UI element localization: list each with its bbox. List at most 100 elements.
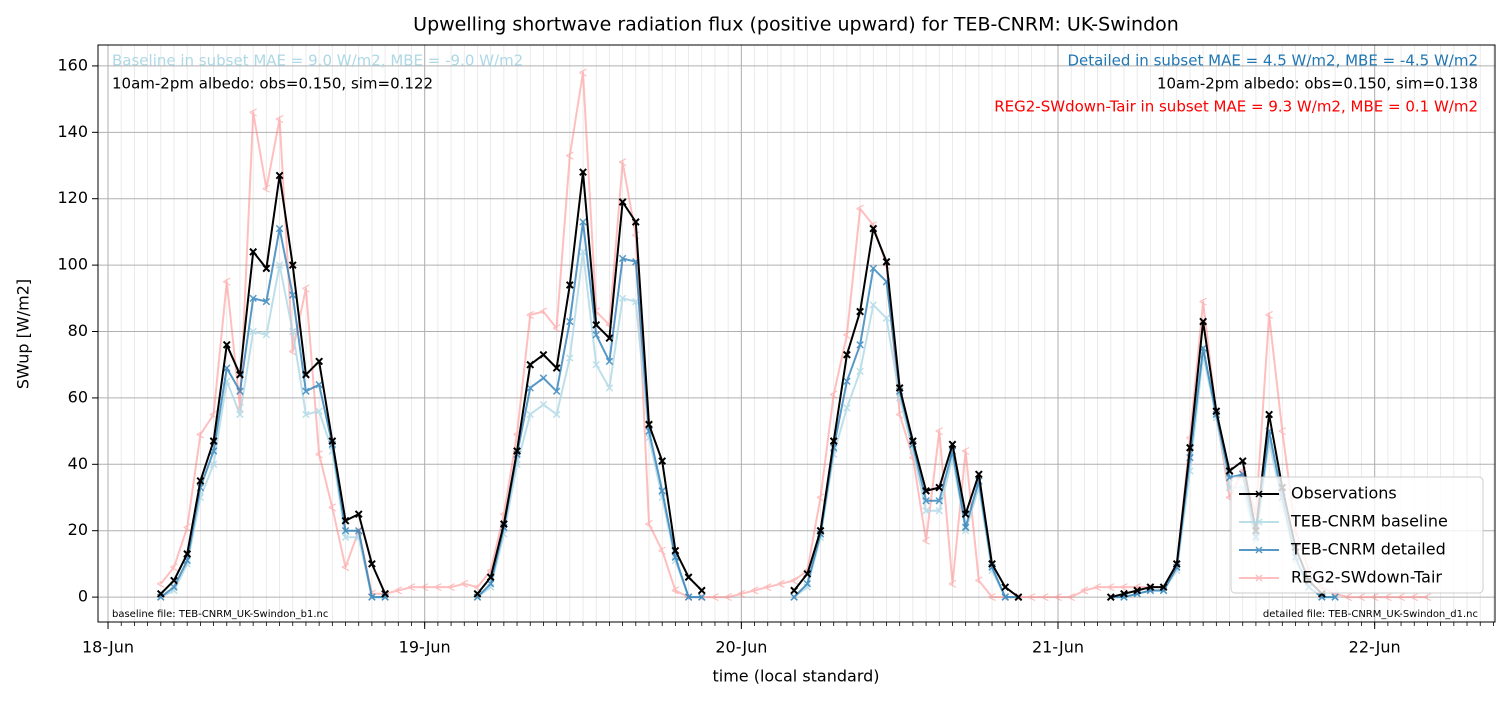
point-marker: [262, 264, 271, 273]
point-marker: [724, 593, 732, 602]
x-axis-label: time (local standard): [712, 667, 879, 686]
point-marker: [1106, 593, 1115, 602]
point-marker: [988, 559, 996, 568]
point-marker: [434, 583, 442, 592]
point-marker: [961, 523, 970, 532]
point-marker: [869, 264, 878, 273]
point-marker: [1120, 589, 1128, 598]
point-marker: [922, 536, 930, 545]
point-marker: [156, 589, 165, 598]
series: [157, 218, 1339, 601]
point-marker: [803, 580, 812, 588]
point-marker: [908, 437, 917, 445]
point-marker: [262, 331, 271, 339]
point-marker: [302, 387, 310, 395]
point-marker: [249, 108, 257, 117]
point-marker: [1238, 457, 1247, 465]
point-marker: [631, 218, 640, 226]
legend-marker: [1255, 490, 1263, 498]
point-marker: [790, 593, 798, 601]
point-marker: [354, 510, 363, 519]
point-marker: [1014, 593, 1023, 602]
point-marker: [618, 198, 627, 206]
y-tick-label: 80: [68, 321, 88, 340]
point-marker: [605, 334, 614, 343]
point-marker: [315, 407, 323, 415]
point-marker: [275, 261, 284, 269]
annotation: detailed file: TEB-CNRM_UK-Swindon_d1.nc: [1263, 609, 1478, 620]
point-marker: [526, 410, 534, 419]
point-marker: [1080, 586, 1089, 595]
legend: Observations TEB-CNRM baseline TEB-CNRM de…: [1230, 476, 1484, 594]
point-marker: [579, 248, 587, 256]
annotation: baseline file: TEB-CNRM_UK-Swindon_b1.nc: [112, 609, 328, 620]
point-marker: [1054, 593, 1062, 602]
point-marker: [618, 254, 627, 263]
point-marker: [249, 247, 258, 256]
annotation: 10am-2pm albedo: obs=0.150, sim=0.138: [1157, 75, 1478, 93]
point-marker: [566, 354, 574, 362]
legend-label: TEB-CNRM baseline: [1290, 512, 1448, 531]
point-marker: [170, 576, 178, 585]
point-marker: [1384, 593, 1392, 602]
y-tick-label: 100: [57, 255, 88, 274]
point-marker: [1001, 583, 1010, 592]
point-marker: [328, 437, 337, 445]
point-marker: [302, 410, 310, 419]
point-marker: [816, 526, 825, 535]
series-line: [160, 171, 1323, 599]
y-tick-label: 140: [57, 122, 88, 141]
point-marker: [790, 586, 799, 595]
point-marker: [1107, 583, 1115, 592]
point-marker: [856, 367, 864, 376]
point-marker: [170, 563, 178, 572]
point-marker: [183, 550, 192, 558]
point-marker: [420, 583, 429, 592]
x-tick-label: 21-Jun: [1032, 638, 1084, 657]
point-marker: [935, 497, 943, 505]
point-marker: [499, 520, 508, 528]
point-marker: [856, 341, 864, 349]
point-marker: [289, 327, 297, 336]
point-marker: [975, 576, 983, 585]
point-marker: [1027, 593, 1036, 602]
point-marker: [341, 526, 350, 535]
point-marker: [579, 68, 587, 77]
point-marker: [236, 370, 244, 379]
point-marker: [170, 583, 178, 591]
point-marker: [948, 579, 957, 588]
point-marker: [882, 314, 891, 322]
point-marker: [922, 497, 930, 505]
series: [157, 248, 1339, 601]
point-marker: [698, 593, 706, 601]
point-marker: [196, 430, 205, 439]
point-marker: [315, 357, 324, 366]
point-marker: [948, 440, 957, 449]
point-marker: [645, 420, 653, 429]
point-marker: [843, 377, 851, 386]
point-marker: [1331, 593, 1339, 601]
legend-marker: [1255, 518, 1263, 526]
y-tick-label: 40: [68, 454, 88, 473]
point-marker: [711, 593, 719, 602]
y-tick-label: 120: [57, 188, 88, 207]
point-marker: [328, 503, 337, 512]
point-marker: [368, 593, 376, 601]
point-marker: [935, 507, 943, 515]
point-marker: [1370, 593, 1379, 602]
point-marker: [1212, 407, 1221, 416]
point-marker: [935, 483, 944, 492]
point-marker: [961, 446, 970, 456]
point-marker: [618, 294, 627, 303]
point-marker: [1199, 297, 1207, 306]
point-marker: [236, 387, 244, 395]
point-marker: [763, 583, 772, 592]
point-marker: [566, 151, 574, 160]
point-marker: [486, 573, 495, 582]
point-marker: [1278, 427, 1287, 436]
point-marker: [605, 357, 614, 366]
point-marker: [460, 579, 469, 588]
point-marker: [697, 586, 706, 595]
y-tick-label: 60: [68, 387, 88, 406]
x-tick-label: 18-Jun: [82, 638, 134, 657]
